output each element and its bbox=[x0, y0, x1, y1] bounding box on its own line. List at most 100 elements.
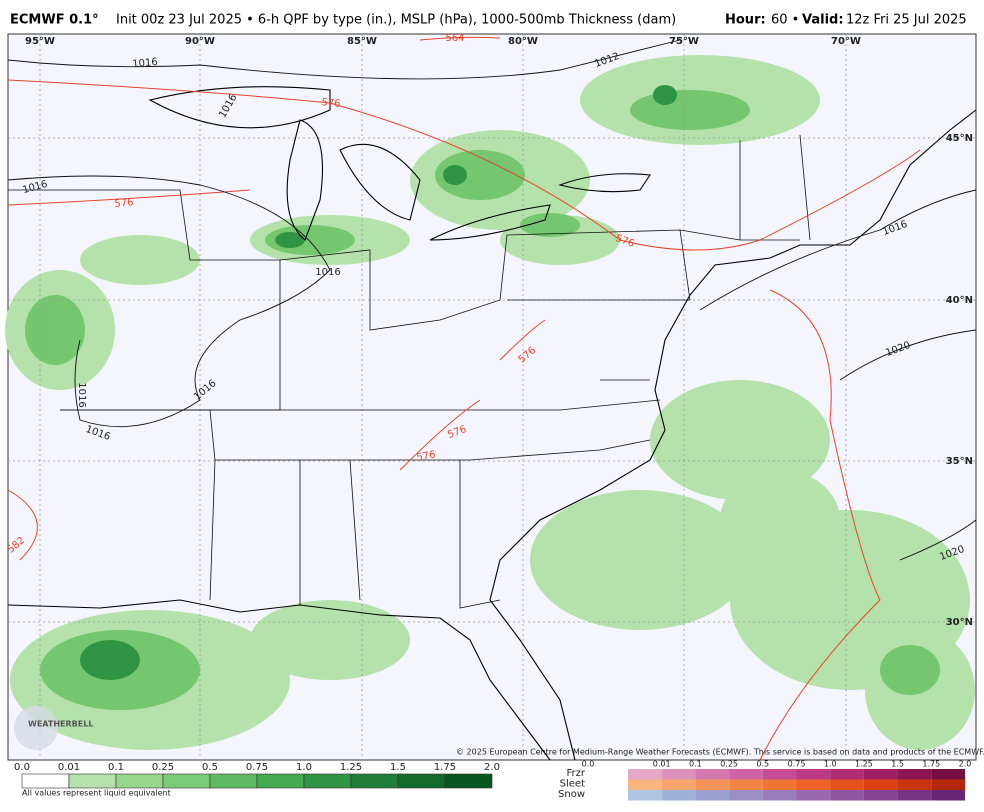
state-borders bbox=[8, 134, 811, 609]
ptype-swatch bbox=[661, 779, 696, 790]
ptype-tick: 0.1 bbox=[689, 760, 702, 769]
ptype-swatch bbox=[830, 769, 864, 780]
pressure-label: 1016 bbox=[315, 267, 340, 278]
thickness-label: 564 bbox=[445, 33, 464, 44]
ptype-swatch bbox=[695, 779, 730, 790]
ptype-swatch bbox=[796, 769, 831, 780]
ptype-swatch bbox=[796, 779, 831, 790]
longitude-labels: 95°W 90°W 85°W 80°W 75°W 70°W bbox=[25, 36, 861, 47]
latitude-label: 35°N bbox=[946, 456, 973, 467]
latitude-labels: 45°N 40°N 35°N 30°N bbox=[946, 133, 973, 628]
ptype-tick: 0.75 bbox=[788, 760, 806, 769]
ptype-swatch bbox=[762, 790, 797, 801]
precip-heavy bbox=[80, 85, 677, 680]
ptype-swatch bbox=[796, 790, 831, 801]
ptype-swatch bbox=[628, 779, 662, 790]
init: Init 00z 23 Jul 2025 • 6-h QPF by type (… bbox=[116, 13, 676, 28]
rain-swatch bbox=[303, 773, 352, 789]
ptype-tick: 2.0 bbox=[959, 760, 972, 769]
rain-tick: 0.01 bbox=[58, 762, 80, 773]
ptype-swatch bbox=[729, 769, 763, 780]
rain-swatch bbox=[397, 773, 446, 789]
graticule bbox=[8, 34, 976, 760]
ptype-swatch bbox=[830, 779, 864, 790]
pressure-contours bbox=[7, 39, 977, 561]
ptype-swatch bbox=[897, 779, 932, 790]
ptype-label: Frzr bbox=[567, 768, 586, 779]
ptype-tick: 0.5 bbox=[756, 760, 769, 769]
rain-tick: 1.75 bbox=[434, 762, 456, 773]
ptype-swatch bbox=[661, 790, 696, 801]
thickness-contours bbox=[7, 36, 921, 761]
ptype-swatch bbox=[628, 790, 662, 801]
copyright: © 2025 European Centre for Medium-Range … bbox=[456, 748, 984, 757]
hour: 60 • bbox=[771, 13, 799, 28]
rain-tick: 0.1 bbox=[108, 762, 124, 773]
ptype-swatch bbox=[863, 790, 898, 801]
rain-swatch bbox=[21, 773, 70, 789]
latitude-label: 40°N bbox=[946, 295, 973, 306]
ptype-swatch bbox=[762, 779, 797, 790]
ptype-swatch bbox=[931, 790, 965, 801]
longitude-label: 80°W bbox=[508, 36, 538, 47]
model: ECMWF 0.1° bbox=[10, 13, 99, 28]
ptype-swatch bbox=[897, 790, 932, 801]
ptype-swatch bbox=[931, 769, 965, 780]
rain-legend: 0.0 0.01 0.1 0.25 0.5 0.75 1.0 1.25 1.5 1.75 2.0 bbox=[14, 762, 500, 789]
longitude-label: 85°W bbox=[347, 36, 377, 47]
ptype-swatch bbox=[729, 779, 763, 790]
ptype-tick: 0.25 bbox=[720, 760, 738, 769]
longitude-label: 90°W bbox=[185, 36, 215, 47]
rain-tick: 1.25 bbox=[340, 762, 362, 773]
latitude-label: 45°N bbox=[946, 133, 973, 144]
ptype-swatch bbox=[897, 769, 932, 780]
legend-note: All values represent liquid equivalent bbox=[22, 789, 171, 798]
ptype-swatch bbox=[863, 779, 898, 790]
logo: WEATHERBELL bbox=[28, 720, 93, 729]
coastlines bbox=[7, 86, 977, 761]
ptype-tick: 1.5 bbox=[891, 760, 904, 769]
ptype-swatch bbox=[661, 769, 696, 780]
hour-label: Hour: bbox=[725, 13, 766, 28]
logo-globe bbox=[14, 706, 58, 750]
rain-swatch bbox=[68, 773, 117, 789]
longitude-label: 95°W bbox=[25, 36, 55, 47]
rain-tick: 2.0 bbox=[484, 762, 500, 773]
longitude-label: 70°W bbox=[831, 36, 861, 47]
ptype-swatch bbox=[628, 769, 662, 780]
ptype-tick: 1.75 bbox=[922, 760, 940, 769]
rain-swatch bbox=[162, 773, 211, 789]
rain-swatch bbox=[350, 773, 399, 789]
ptype-tick: 1.25 bbox=[855, 760, 873, 769]
ptype-swatch bbox=[695, 790, 730, 801]
rain-tick: 0.5 bbox=[202, 762, 218, 773]
pressure-label: 1016 bbox=[132, 57, 158, 70]
rain-tick: 0.75 bbox=[246, 762, 268, 773]
ptype-tick: 0.01 bbox=[653, 760, 671, 769]
ptype-swatch bbox=[695, 769, 730, 780]
pressure-label: 1016 bbox=[76, 382, 87, 407]
ptype-swatch bbox=[863, 769, 898, 780]
valid-label: Valid: bbox=[802, 13, 844, 28]
thickness-label: 576 bbox=[114, 197, 134, 210]
ptype-swatch bbox=[762, 769, 797, 780]
rain-tick: 1.5 bbox=[390, 762, 406, 773]
rain-tick: 1.0 bbox=[296, 762, 312, 773]
rain-tick: 0.0 bbox=[14, 762, 30, 773]
thickness-label: 576 bbox=[416, 449, 437, 463]
rain-swatch bbox=[256, 773, 305, 789]
ptype-swatch bbox=[830, 790, 864, 801]
ptype-label: Sleet bbox=[560, 779, 585, 790]
longitude-label: 75°W bbox=[669, 36, 699, 47]
rain-swatch bbox=[444, 773, 493, 789]
thickness-label: 576 bbox=[321, 97, 341, 110]
valid: 12z Fri 25 Jul 2025 bbox=[846, 13, 967, 28]
ptype-tick: 0.0 bbox=[582, 760, 595, 769]
rain-tick: 0.25 bbox=[152, 762, 174, 773]
ptype-tick: 1.0 bbox=[824, 760, 837, 769]
map: 95°W 90°W 85°W 80°W 75°W 70°W 45°N 40°N 35°N 30°… bbox=[5, 33, 984, 761]
latitude-label: 30°N bbox=[946, 617, 973, 628]
ptype-swatch bbox=[729, 790, 763, 801]
